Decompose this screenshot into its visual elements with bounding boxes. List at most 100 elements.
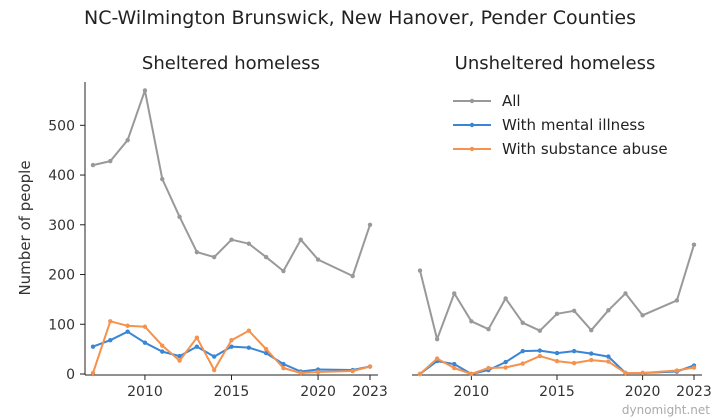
data-point [108,319,113,324]
y-tick-label: 500 [48,118,75,134]
legend-label: All [502,92,521,110]
data-point [160,343,165,348]
legend-marker [469,146,475,152]
data-point [640,370,645,376]
series-line [92,320,371,374]
x-tick-label: 2015 [539,384,575,400]
legend-marker [469,122,475,128]
data-point [469,371,474,377]
data-point [177,358,182,363]
y-tick-label: 0 [66,367,75,383]
data-point [350,273,355,279]
data-point [160,349,165,354]
data-point [281,361,286,367]
data-point [108,158,113,164]
data-point [90,370,96,376]
data-point [606,359,611,364]
y-tick-label: 400 [48,168,75,184]
data-point [417,371,423,377]
data-point [606,354,611,359]
data-point [298,370,303,376]
data-point [623,370,628,376]
data-point [452,361,457,367]
data-point [160,176,165,182]
panel-title-left: Sheltered homeless [142,53,320,74]
data-point [194,344,200,349]
data-point [142,324,148,329]
data-point [537,348,543,353]
data-point [589,328,594,333]
data-point [554,311,560,317]
data-point [263,350,269,356]
x-tick-label: 2015 [214,384,250,400]
series-line [92,89,371,277]
watermark: dynomight.net [622,403,710,417]
data-point [229,344,234,349]
data-point [90,344,96,349]
data-point [503,359,508,365]
data-point [125,138,130,143]
y-tick-label: 200 [48,268,75,284]
data-point [520,320,525,325]
data-point [640,313,645,318]
data-point [486,365,491,371]
panel-unsheltered: 2010 2015 2020 2023 [412,242,712,400]
data-point [177,353,182,359]
data-point [606,308,611,313]
series-line [92,330,371,373]
data-point [589,351,594,356]
data-point [211,354,217,359]
data-point [229,237,234,242]
legend-marker [469,98,475,104]
series-line [419,244,695,341]
data-point [469,319,474,324]
x-tick-label: 2010 [454,384,490,400]
data-point [503,296,508,301]
data-point [520,361,525,366]
data-point [452,365,457,371]
x-tick-label: 2020 [300,384,336,400]
y-axis-label: Number of people [16,160,34,295]
data-point [537,328,543,333]
figure-title: NC-Wilmington Brunswick, New Hanover, Pe… [84,7,636,29]
data-point [298,237,303,242]
data-point [674,368,680,373]
data-point [315,257,321,262]
data-point [246,345,252,350]
x-tick-label: 2023 [352,384,388,400]
data-point [350,368,355,374]
x-tick-label: 2020 [625,384,661,400]
data-point [142,88,148,93]
data-point [177,214,182,220]
series-line [419,355,695,375]
panel-sheltered: 2010 2015 2020 2023 0 100 200 300 400 500 [48,82,388,400]
panel-title-right: Unsheltered homeless [455,53,656,74]
data-point [142,340,148,345]
data-point [194,249,200,255]
data-point [486,327,491,332]
data-point [623,291,628,296]
data-point [263,254,269,260]
data-point [315,369,321,375]
data-point [571,360,577,366]
data-point [571,308,577,314]
data-point [520,348,525,354]
data-point [246,328,252,333]
data-point [452,291,457,296]
y-tick-label: 300 [48,218,75,234]
data-point [246,241,252,246]
data-point [211,254,217,260]
x-tick-label: 2023 [676,384,712,400]
data-point [367,222,373,227]
data-point [691,365,697,370]
data-point [367,364,373,369]
data-point [434,336,440,342]
data-point [281,268,286,274]
data-point [537,353,543,359]
x-tick-label: 2010 [127,384,163,400]
legend: All With mental illness With substance abu… [453,92,668,158]
legend-label: With mental illness [502,116,645,134]
data-point [211,367,217,373]
data-point [503,365,508,370]
